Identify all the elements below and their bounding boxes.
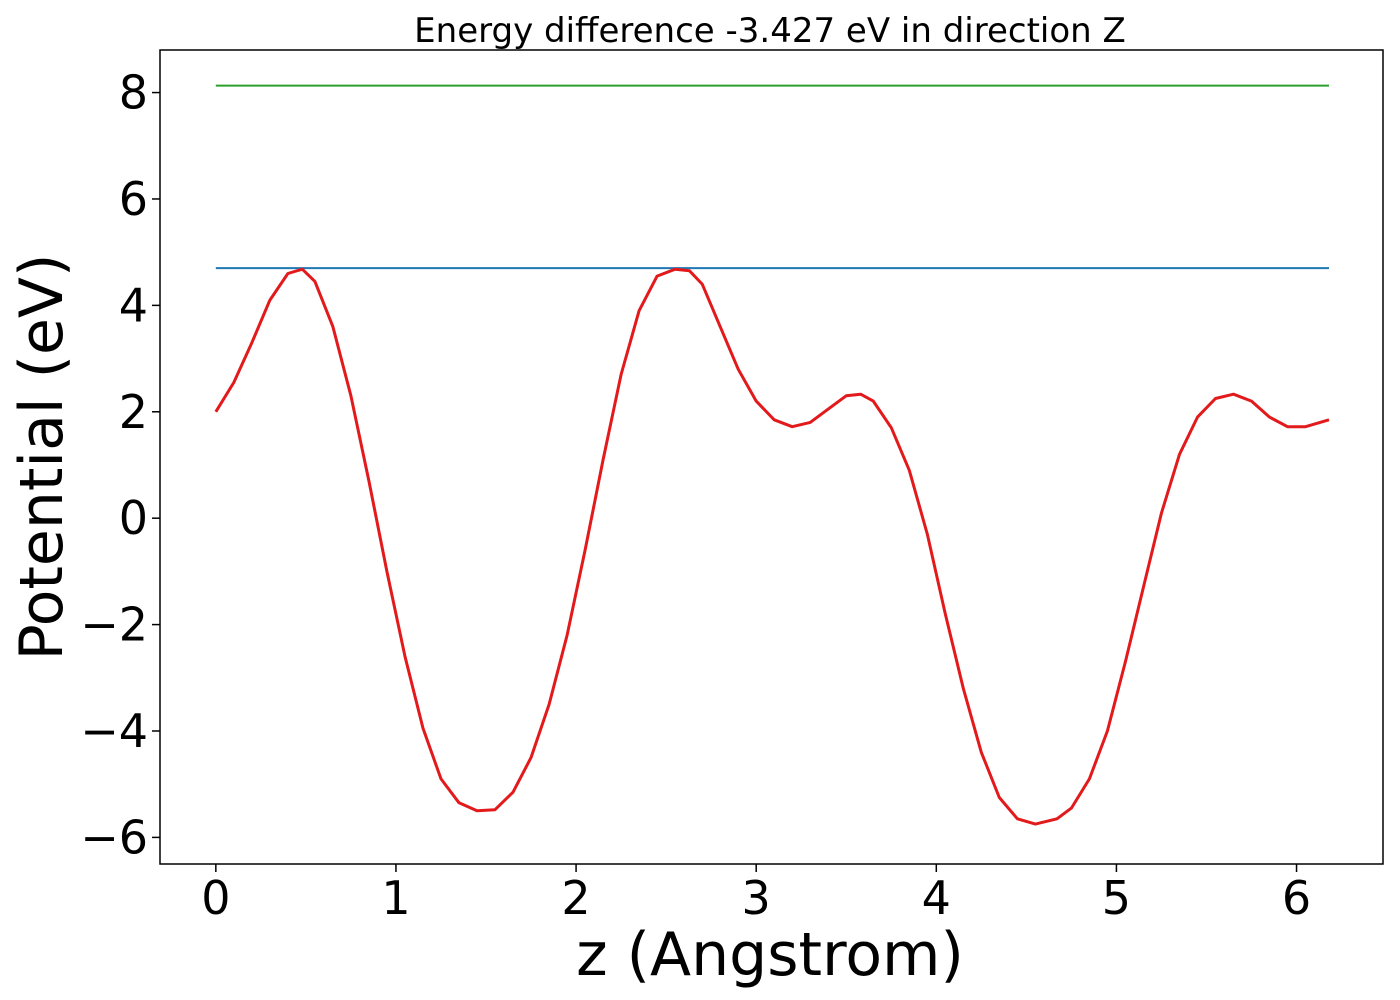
y-axis: −6 −4 −2 0 2 4 6 8	[80, 66, 160, 864]
x-axis: 0 1 2 3 4 5 6	[201, 864, 1311, 925]
y-tick-label: 2	[119, 385, 148, 439]
y-tick-label: 8	[119, 66, 148, 120]
chart-title: Energy difference -3.427 eV in direction…	[414, 11, 1126, 51]
y-tick-label: −2	[80, 598, 148, 652]
x-tick-label: 3	[742, 871, 771, 925]
plot-area	[214, 84, 1330, 826]
y-tick-label: −6	[80, 810, 148, 864]
x-tick-label: 0	[201, 871, 230, 925]
x-tick-label: 2	[561, 871, 590, 925]
y-tick-label: 4	[119, 278, 148, 332]
y-tick-label: −4	[80, 704, 148, 758]
x-tick-label: 1	[381, 871, 410, 925]
plot-frame	[159, 49, 1384, 865]
x-tick-label: 5	[1102, 871, 1131, 925]
y-axis-label: Potential (eV)	[7, 254, 77, 661]
x-tick-label: 4	[922, 871, 951, 925]
x-tick-label: 6	[1282, 871, 1311, 925]
series-line-2	[214, 267, 1330, 826]
y-tick-label: 0	[119, 491, 148, 545]
y-tick-label: 6	[119, 172, 148, 226]
x-axis-label: z (Angstrom)	[576, 920, 964, 990]
